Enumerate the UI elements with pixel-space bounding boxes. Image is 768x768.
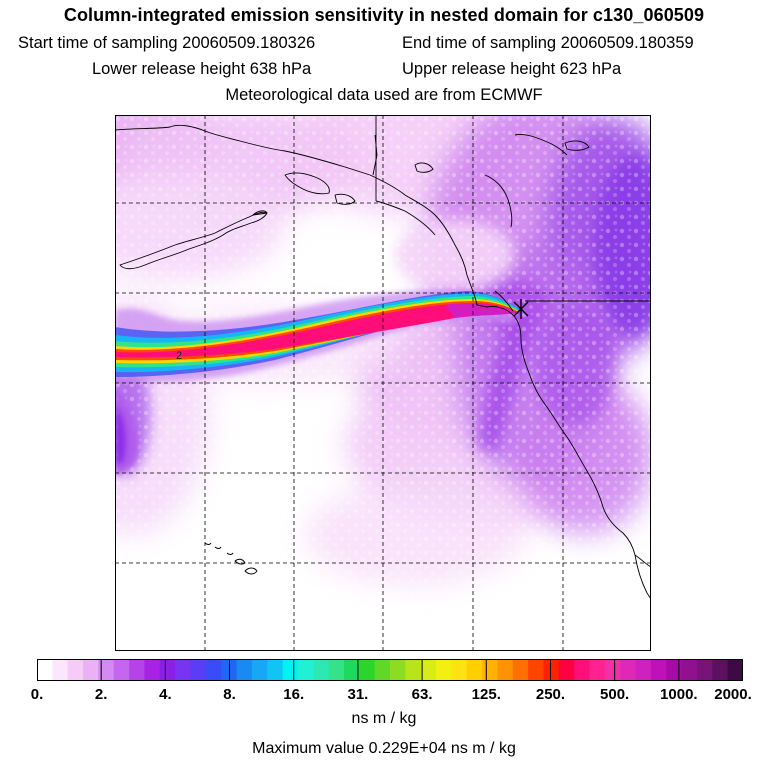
contour-label: 2	[176, 350, 182, 362]
colorbar-swatch	[451, 659, 468, 681]
colorbar-swatch	[175, 659, 192, 681]
colorbar-tick-label: 63.	[411, 686, 433, 703]
colorbar-tick-label: 31.	[347, 686, 369, 703]
colorbar-swatch	[604, 659, 621, 681]
colorbar-swatch	[359, 659, 376, 681]
colorbar-swatch	[681, 659, 698, 681]
colorbar-swatch	[405, 659, 422, 681]
colorbar-swatch	[528, 659, 545, 681]
colorbar-swatch	[236, 659, 253, 681]
upper-release-height-label: Upper release height 623 hPa	[402, 60, 622, 78]
colorbar-swatch	[282, 659, 299, 681]
colorbar-tick-label: 2000.	[714, 686, 752, 703]
colorbar-swatch	[67, 659, 84, 681]
colorbar-swatch	[313, 659, 330, 681]
colorbar-tick-label: 250.	[535, 686, 566, 703]
colorbar-swatch	[574, 659, 591, 681]
colorbar-swatch	[374, 659, 391, 681]
colorbar-swatch	[620, 659, 637, 681]
colorbar-swatch	[98, 659, 115, 681]
colorbar-swatch	[436, 659, 452, 681]
colorbar-swatch	[113, 659, 130, 681]
left-edge-plume	[115, 390, 138, 475]
plot-title: Column-integrated emission sensitivity i…	[63, 5, 705, 25]
transport-plume	[115, 289, 520, 383]
colorbar-tick-label: 8.	[223, 686, 236, 703]
lat-lon-grid	[115, 115, 651, 651]
colorbar-swatch	[712, 659, 729, 681]
start-time-label: Start time of sampling 20060509.180326	[18, 34, 316, 52]
colorbar-swatch	[267, 659, 284, 681]
colorbar-swatch	[328, 659, 345, 681]
colorbar-swatch	[589, 659, 606, 681]
colorbar-swatch	[159, 659, 176, 681]
colorbar-swatch	[37, 659, 53, 681]
colorbar-swatch	[466, 659, 483, 681]
colorbar-tick-label: 500.	[600, 686, 630, 703]
colorbar-tick-label: 4.	[159, 686, 172, 703]
colorbar-swatch	[512, 659, 529, 681]
colorbar-swatch	[558, 659, 575, 681]
colorbar-swatch	[497, 659, 514, 681]
colorbar-swatch	[482, 659, 499, 681]
colorbar-units: ns m / kg	[351, 710, 417, 727]
colorbar	[37, 659, 743, 681]
colorbar-swatch	[650, 659, 667, 681]
colorbar-swatch	[83, 659, 99, 681]
lower-release-height-label: Lower release height 638 hPa	[92, 60, 312, 78]
colorbar-swatch	[129, 659, 146, 681]
colorbar-swatch	[297, 659, 314, 681]
colorbar-swatch	[251, 659, 268, 681]
end-time-label: End time of sampling 20060509.180359	[402, 34, 694, 52]
colorbar-tick-label: 2.	[94, 686, 108, 703]
met-data-label: Meteorological data used are from ECMWF	[225, 86, 543, 104]
maximum-value-label: Maximum value 0.229E+04 ns m / kg	[252, 740, 516, 757]
colorbar-swatch	[190, 659, 207, 681]
colorbar-swatch	[635, 659, 652, 681]
colorbar-swatch	[727, 659, 743, 681]
sensitivity-map: 2	[115, 115, 651, 651]
colorbar-swatch	[666, 659, 683, 681]
colorbar-tick-label: 16.	[283, 686, 305, 703]
colorbar-swatch	[390, 659, 406, 681]
colorbar-swatch	[144, 659, 161, 681]
colorbar-tick-label: 125.	[471, 686, 501, 703]
colorbar-tick-label: 1000.	[660, 686, 698, 703]
colorbar-swatch	[52, 659, 69, 681]
colorbar-swatch	[205, 659, 222, 681]
colorbar-swatch	[543, 659, 560, 681]
colorbar-swatch	[343, 659, 360, 681]
colorbar-swatch	[420, 659, 437, 681]
colorbar-tick-label: 0.	[30, 686, 44, 703]
coastlines	[115, 124, 651, 600]
colorbar-swatch	[696, 659, 713, 681]
release-point-marker	[513, 299, 529, 319]
